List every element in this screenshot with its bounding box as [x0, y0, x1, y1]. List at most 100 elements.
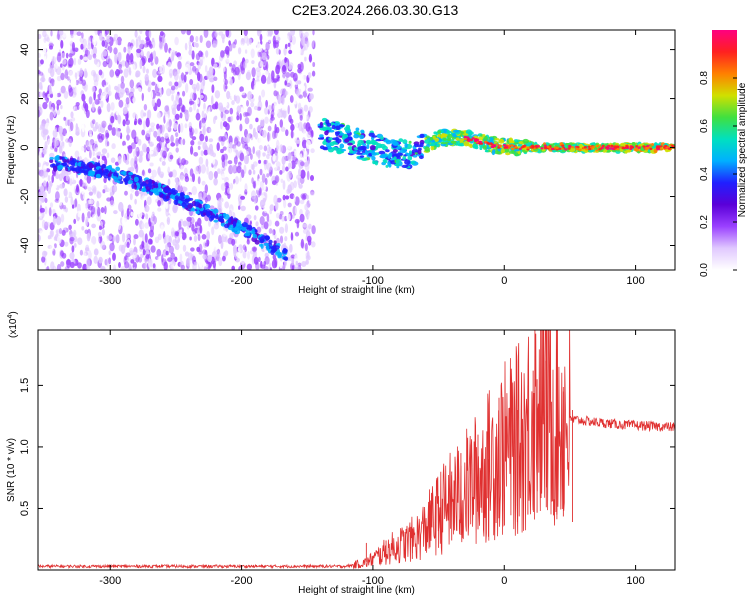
signal-core-point [550, 147, 555, 151]
signal-trace-point [323, 146, 328, 150]
noise-speck [163, 236, 167, 244]
noise-speck [56, 209, 59, 216]
noise-speck [100, 100, 104, 108]
noise-speck [260, 74, 267, 84]
noise-speck [125, 233, 129, 240]
noise-speck [77, 105, 80, 110]
descending-trace-point [65, 167, 69, 172]
noise-speck [165, 244, 169, 250]
signal-trace-point [334, 131, 341, 135]
noise-speck [96, 191, 102, 199]
noise-speck [42, 91, 46, 98]
signal-trace-point [419, 142, 424, 148]
signal-trace-point [437, 130, 442, 134]
descending-trace-point [61, 156, 65, 161]
noise-speck [284, 80, 288, 86]
noise-speck [213, 265, 216, 270]
noise-speck [272, 35, 276, 45]
x-axis-label: Height of straight line (km) [298, 285, 415, 296]
noise-speck [84, 184, 89, 190]
noise-speck [181, 117, 185, 127]
noise-speck [106, 197, 112, 202]
noise-speck [262, 197, 267, 203]
noise-speck [299, 153, 303, 162]
noise-speck [70, 121, 74, 132]
noise-speck [179, 139, 183, 146]
noise-speck [141, 222, 145, 230]
noise-speck [244, 117, 250, 125]
noise-speck [129, 45, 134, 54]
noise-speck [277, 59, 282, 68]
noise-speck [243, 193, 248, 204]
noise-speck [307, 87, 313, 92]
noise-speck [278, 77, 282, 86]
noise-speck [163, 261, 168, 270]
signal-trace-point [353, 134, 360, 139]
noise-speck [295, 260, 298, 265]
descending-trace-point [268, 239, 273, 244]
noise-speck [195, 35, 199, 43]
noise-speck [191, 186, 197, 196]
noise-speck [259, 168, 263, 176]
noise-speck [151, 37, 155, 43]
noise-speck [83, 68, 88, 78]
noise-speck [157, 207, 162, 212]
noise-speck [112, 65, 117, 72]
signal-trace-point [339, 143, 345, 149]
noise-speck [160, 136, 165, 143]
signal-core-point [648, 145, 652, 149]
signal-core-point [656, 148, 660, 151]
noise-speck [139, 150, 143, 157]
noise-speck [81, 122, 85, 133]
noise-speck [61, 52, 65, 59]
noise-speck [41, 119, 47, 127]
signal-core-point [560, 147, 564, 150]
noise-speck [271, 180, 277, 186]
noise-speck [88, 191, 93, 196]
colorbar-tick-label: 0.6 [699, 119, 710, 133]
noise-speck [73, 57, 77, 66]
noise-speck [103, 85, 107, 94]
noise-speck [282, 109, 288, 119]
signal-trace-point [462, 133, 469, 136]
noise-speck [164, 124, 169, 132]
noise-speck [304, 31, 309, 38]
noise-speck [155, 40, 161, 48]
noise-speck [116, 115, 122, 123]
noise-speck [79, 54, 84, 60]
noise-speck [266, 173, 270, 178]
x-tick-label: -100 [362, 275, 384, 287]
noise-speck [213, 63, 218, 68]
noise-speck [279, 235, 284, 244]
noise-speck [259, 152, 263, 161]
noise-speck [149, 162, 154, 167]
noise-speck [59, 228, 62, 235]
noise-speck [109, 195, 114, 206]
signal-trace-point [478, 136, 484, 141]
noise-speck [238, 265, 243, 270]
noise-speck [249, 123, 253, 130]
noise-speck [128, 91, 135, 100]
descending-trace-point [177, 200, 183, 204]
noise-speck [77, 210, 82, 218]
noise-speck [132, 251, 138, 259]
noise-speck [305, 122, 311, 132]
noise-speck [80, 187, 85, 195]
noise-speck [130, 87, 135, 94]
noise-speck [185, 139, 190, 150]
noise-speck [55, 61, 59, 69]
noise-speck [168, 245, 174, 254]
noise-speck [275, 161, 281, 168]
signal-core-point [664, 144, 668, 148]
signal-trace-point [436, 143, 440, 147]
noise-speck [176, 104, 181, 112]
noise-speck [126, 90, 131, 96]
signal-trace-point [393, 141, 399, 146]
noise-speck [133, 237, 136, 246]
signal-trace-point [447, 133, 453, 140]
noise-speck [157, 200, 162, 207]
noise-speck [130, 142, 136, 150]
noise-speck [102, 50, 108, 57]
noise-speck [52, 109, 57, 116]
descending-trace-point [148, 178, 153, 185]
